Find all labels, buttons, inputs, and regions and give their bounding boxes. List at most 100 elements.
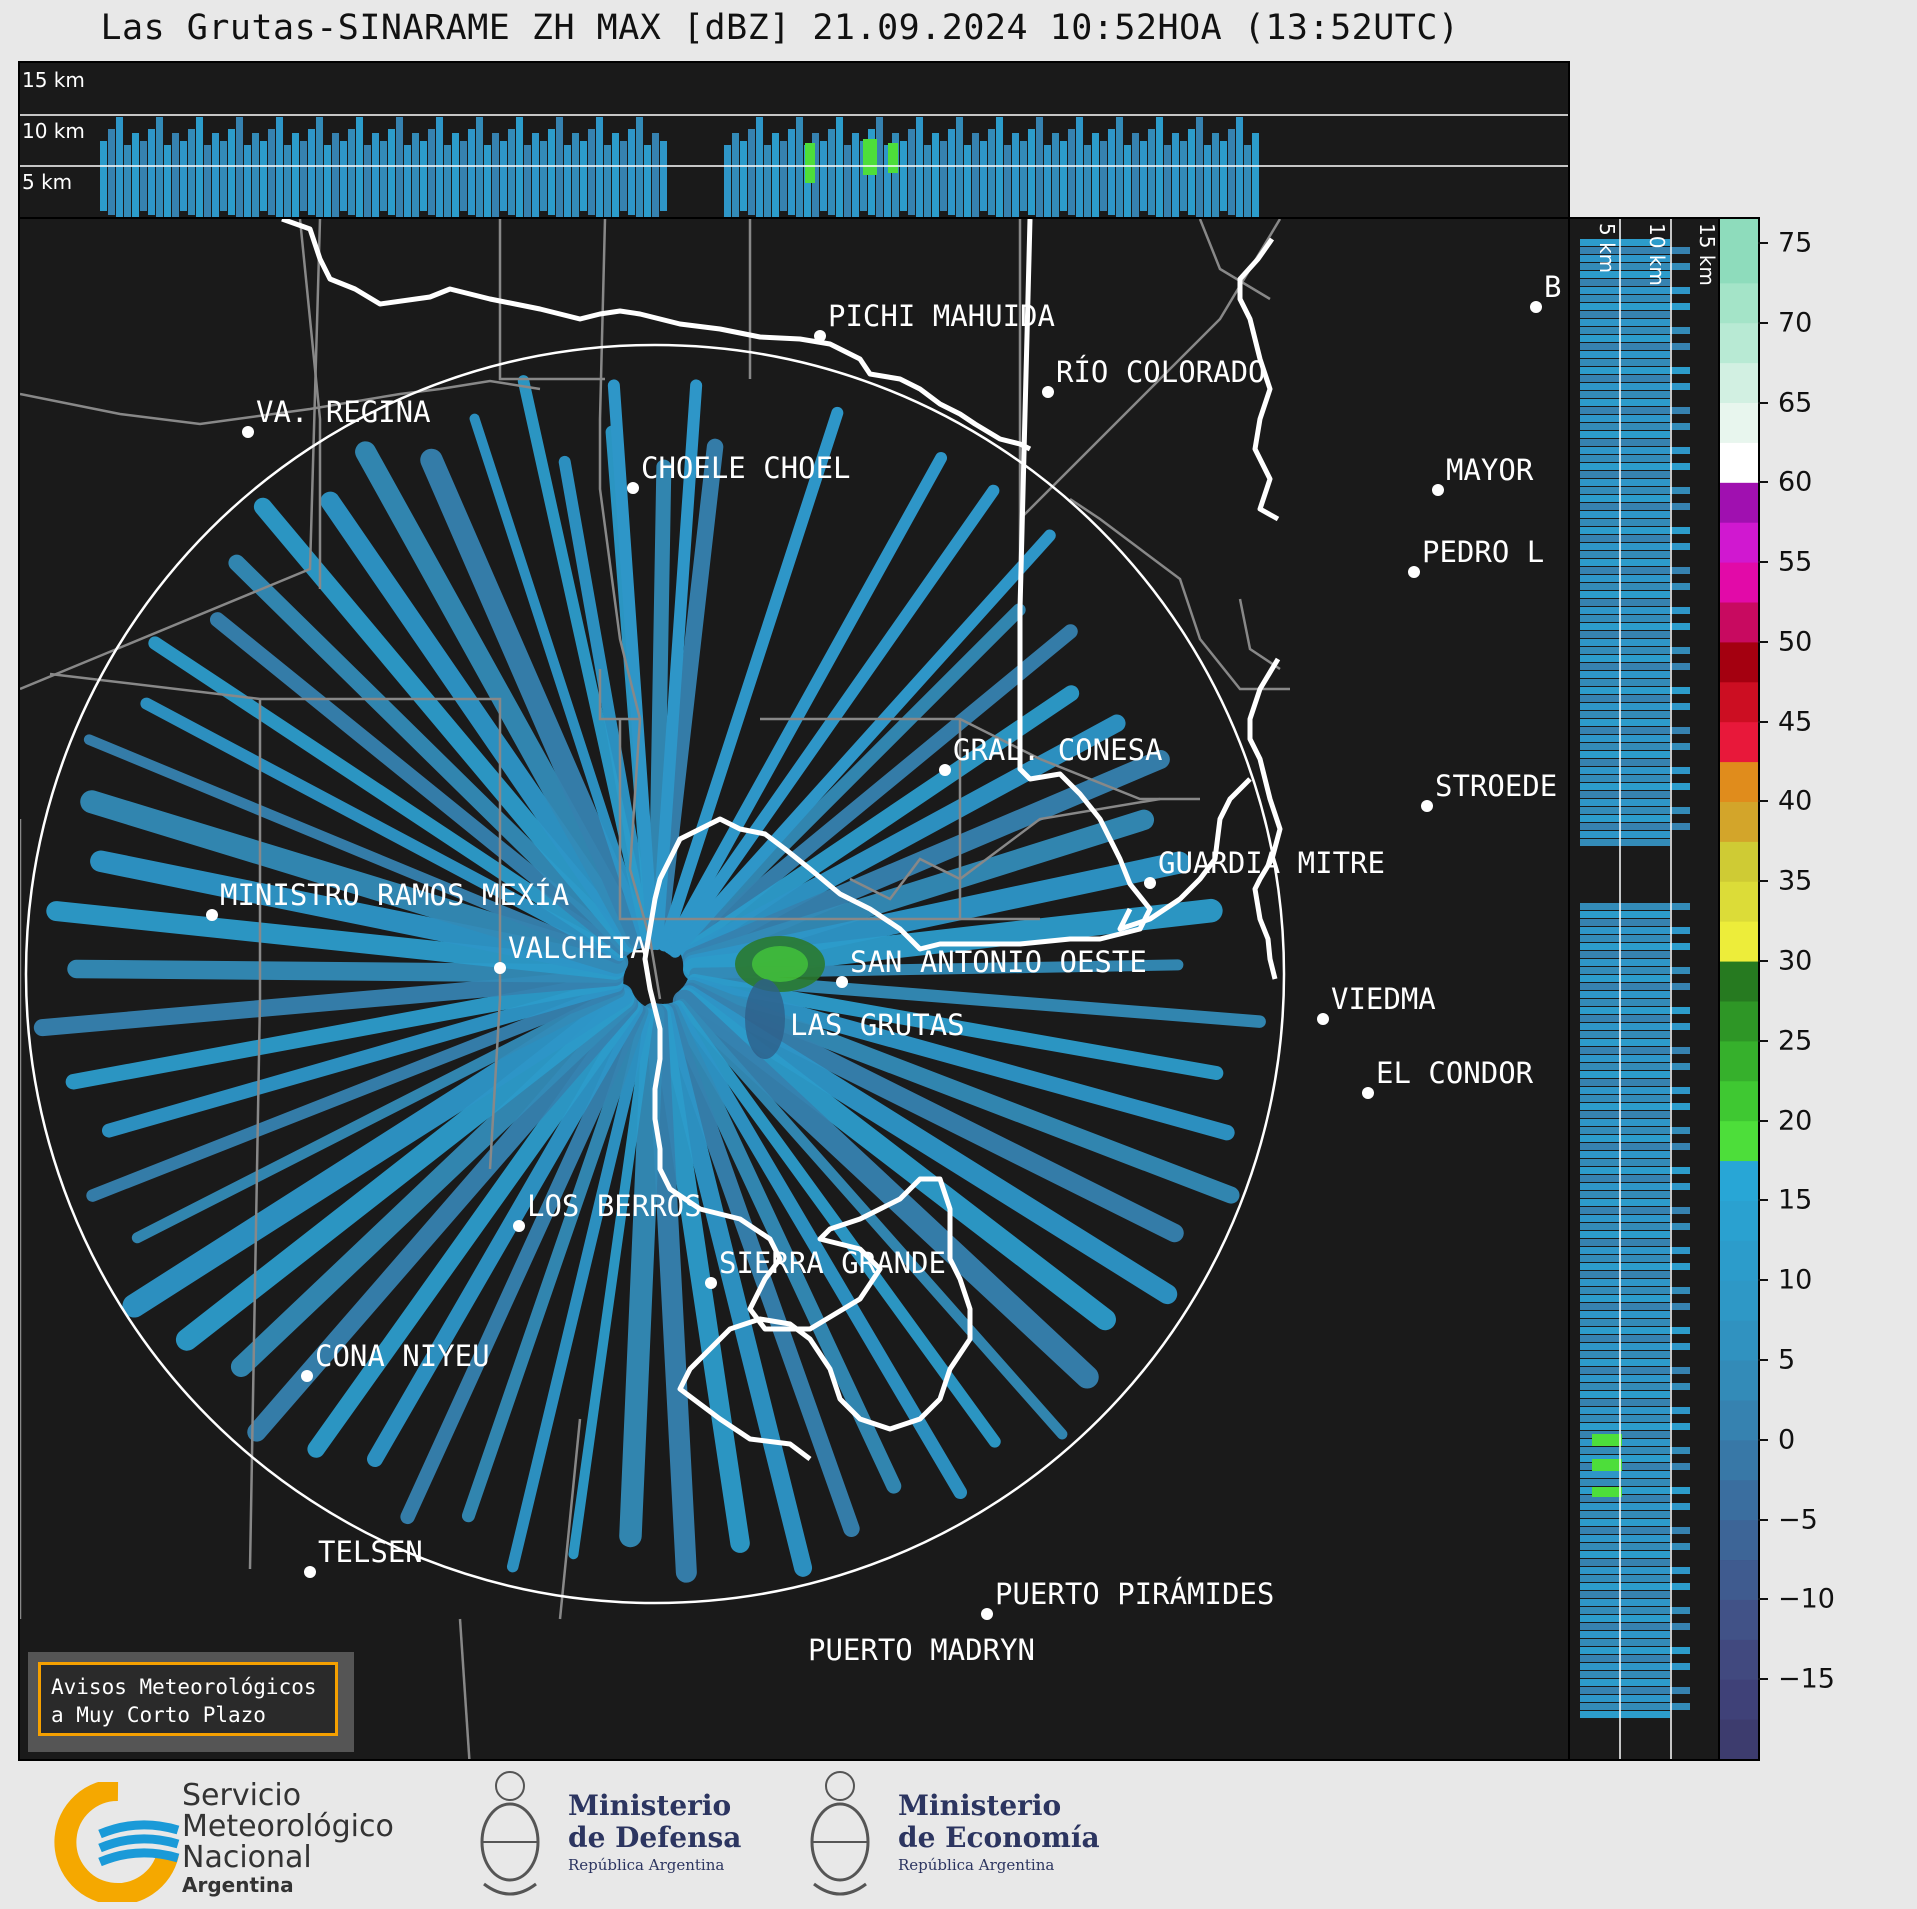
city-dot [1421, 800, 1433, 812]
economia-line-2: de Economía [898, 1821, 1100, 1854]
colorbar-tick-mark [1758, 960, 1768, 963]
colorbar-tick-label: 75 [1778, 227, 1813, 259]
side-cross-section-svg: 5 km 10 km 15 km [1580, 219, 1719, 1759]
colorbar-tick-mark [1758, 1199, 1768, 1202]
city-dot [513, 1220, 525, 1232]
colorbar-tick-label: 15 [1778, 1184, 1813, 1216]
colorbar-band [1720, 1000, 1758, 1042]
defensa-line-3: República Argentina [568, 1856, 725, 1874]
city-dot [814, 330, 826, 342]
city-dot [301, 1370, 313, 1382]
colorbar-tick-mark [1758, 561, 1768, 564]
smn-name-line-1: Servicio [182, 1778, 302, 1813]
colorbar-band [1720, 1479, 1758, 1521]
warning-box: Avisos Meteorológicos a Muy Corto Plazo [28, 1652, 354, 1752]
colorbar-tick-mark [1758, 321, 1768, 324]
smn-name-line-4: Argentina [182, 1873, 294, 1897]
colorbar-band [1720, 1519, 1758, 1561]
colorbar-tick-mark [1758, 720, 1768, 723]
colorbar-band [1720, 219, 1758, 284]
chart-title: Las Grutas-SINARAME ZH MAX [dBZ] 21.09.2… [100, 8, 1460, 48]
colorbar-band [1720, 1040, 1758, 1082]
city-label: VA. REGINA [256, 395, 431, 429]
side-height-label-15: 15 km [1695, 223, 1719, 286]
colorbar-tick-mark [1758, 1598, 1768, 1601]
colorbar-svg [1720, 219, 1758, 1759]
colorbar-band [1720, 562, 1758, 603]
colorbar-tick-label: 50 [1778, 626, 1813, 658]
city-label: PEDRO L [1422, 535, 1544, 569]
colorbar-band [1720, 322, 1758, 364]
city-dot [304, 1566, 316, 1578]
colorbar-band [1720, 1320, 1758, 1361]
colorbar-band [1720, 721, 1758, 763]
colorbar-band [1720, 881, 1758, 922]
colorbar-tick-label: 45 [1778, 706, 1813, 738]
colorbar-tick-mark [1758, 1678, 1768, 1681]
city-label: LAS GRUTAS [790, 1008, 965, 1042]
city-label: GRAL. CONESA [953, 733, 1163, 767]
city-dot [939, 764, 951, 776]
colorbar-band [1720, 1160, 1758, 1201]
colorbar-band [1720, 921, 1758, 962]
colorbar-band [1720, 1360, 1758, 1401]
defensa-line-2: de Defensa [568, 1821, 742, 1854]
top-cross-section-svg: 15 km 10 km 5 km [20, 68, 1568, 217]
colorbar-band [1720, 282, 1758, 324]
city-dot [836, 976, 848, 988]
colorbar-tick-mark [1758, 1359, 1768, 1362]
colorbar-band [1720, 761, 1758, 802]
colorbar-tick-label: 30 [1778, 945, 1813, 977]
colorbar-tick-mark [1758, 880, 1768, 883]
city-label: EL CONDOR [1376, 1056, 1534, 1090]
city-dot [1144, 877, 1156, 889]
colorbar-band [1720, 1120, 1758, 1162]
colorbar-tick-mark [1758, 481, 1768, 484]
radar-center-echoes [735, 936, 825, 1059]
defensa-line-1: Ministerio [568, 1789, 732, 1822]
colorbar-tick-mark [1758, 241, 1768, 244]
city-dot [705, 1277, 717, 1289]
colorbar-band [1720, 1599, 1758, 1640]
city-label: CONA NIYEU [315, 1339, 490, 1373]
side-height-label-10: 10 km [1645, 223, 1669, 286]
colorbar-tick-mark [1758, 401, 1768, 404]
warning-line-2: a Muy Corto Plazo [51, 1703, 266, 1727]
colorbar-tick-label: 40 [1778, 785, 1813, 817]
city-dot [1362, 1087, 1374, 1099]
colorbar-tick-label: −5 [1778, 1504, 1818, 1536]
city-dot [981, 1608, 993, 1620]
city-dot [1317, 1013, 1329, 1025]
colorbar-band [1720, 1200, 1758, 1241]
colorbar-tick-label: 25 [1778, 1025, 1813, 1057]
radar-range-ring [24, 343, 1286, 1605]
colorbar-tick-label: 5 [1778, 1344, 1796, 1376]
province-borders [20, 219, 1290, 1759]
top-echo-shapes [100, 117, 1259, 217]
coastline-and-rivers [281, 219, 1283, 1461]
warning-line-1: Avisos Meteorológicos [51, 1675, 317, 1699]
city-label: SAN ANTONIO OESTE [850, 945, 1147, 979]
city-dot [627, 482, 639, 494]
city-dot [1530, 301, 1542, 313]
top-height-label-15: 15 km [22, 68, 85, 92]
colorbar-band [1720, 1399, 1758, 1441]
colorbar-band [1720, 1240, 1758, 1281]
colorbar-tick-mark [1758, 1279, 1768, 1282]
radar-echo-rays [33, 375, 1266, 1583]
colorbar-tick-mark [1758, 640, 1768, 643]
economia-coat-of-arms-icon [810, 1771, 870, 1896]
colorbar-tick-mark [1758, 1438, 1768, 1441]
colorbar-band [1720, 841, 1758, 882]
city-label: MAYOR [1446, 453, 1534, 487]
colorbar-band [1720, 641, 1758, 683]
city-dot [206, 909, 218, 921]
colorbar-band [1720, 482, 1758, 523]
colorbar-band [1720, 1080, 1758, 1122]
radar-map-panel[interactable]: PICHI MAHUIDA RÍO COLORADO VA. REGINA CHOEL… [18, 217, 1570, 1761]
top-height-label-10: 10 km [22, 119, 85, 143]
colorbar-band [1720, 1280, 1758, 1321]
city-dot [1042, 386, 1054, 398]
colorbar-band [1720, 602, 1758, 643]
